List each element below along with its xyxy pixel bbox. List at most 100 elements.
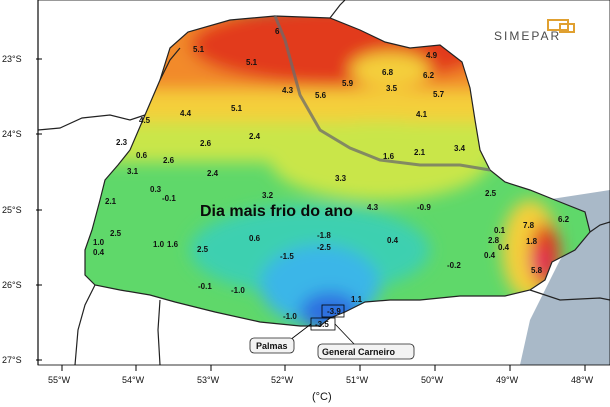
lat-label: 25°S xyxy=(2,205,22,215)
station-value: 0.6 xyxy=(136,151,148,160)
station-value: 3.4 xyxy=(454,144,466,153)
lat-label: 26°S xyxy=(2,280,22,290)
lon-label: 54°W xyxy=(122,375,145,385)
station-value: 3.1 xyxy=(127,167,139,176)
station-value: 5.9 xyxy=(342,79,354,88)
station-value: 1.8 xyxy=(526,237,538,246)
parana-border xyxy=(84,15,591,327)
station-value: -0.1 xyxy=(198,282,212,291)
border-sc-1 xyxy=(157,299,161,366)
station-value: 0.1 xyxy=(494,226,506,235)
station-value: -1.8 xyxy=(317,231,331,240)
station-value: 0.6 xyxy=(249,234,261,243)
station-value: 1.0 xyxy=(153,240,165,249)
station-value: 5.1 xyxy=(246,58,258,67)
station-value: -3.9 xyxy=(327,307,341,316)
station-value: -2.5 xyxy=(317,243,331,252)
station-value: 3.2 xyxy=(262,191,274,200)
station-value: 1.1 xyxy=(351,295,363,304)
station-value: 0.3 xyxy=(150,185,162,194)
station-value: -1.5 xyxy=(280,252,294,261)
station-value: 4.3 xyxy=(282,86,294,95)
lon-label: 50°W xyxy=(421,375,444,385)
coastal-magenta xyxy=(530,248,546,276)
yellow-pocket xyxy=(350,52,430,88)
station-value: 3.3 xyxy=(335,174,347,183)
station-value: 6.2 xyxy=(423,71,435,80)
station-value: 5.8 xyxy=(531,266,543,275)
border-sp-north xyxy=(329,0,346,19)
station-value: 4.9 xyxy=(426,51,438,60)
general-carneiro-marker xyxy=(321,304,345,318)
station-value: 2.6 xyxy=(200,139,212,148)
station-value: 0.4 xyxy=(484,251,496,260)
lon-label: 48°W xyxy=(571,375,594,385)
logo-mark-inner xyxy=(559,23,575,33)
station-value: 6.8 xyxy=(382,68,394,77)
station-values: 5.1 5.1 6 4.3 5.6 5.9 6.8 4.9 6.2 3.5 5.… xyxy=(93,27,570,329)
lon-label: 51°W xyxy=(346,375,369,385)
general-carneiro-label: General Carneiro xyxy=(322,347,396,357)
station-value: -3.5 xyxy=(315,320,329,329)
station-value: -1.0 xyxy=(283,312,297,321)
station-value: -1.0 xyxy=(231,286,245,295)
station-value: 1.0 xyxy=(93,238,105,247)
station-value: 6 xyxy=(275,27,280,36)
station-value: 2.5 xyxy=(110,229,122,238)
simepar-logo: SIMEPAR xyxy=(494,19,575,43)
station-value: 2.1 xyxy=(105,197,117,206)
palmas-label-box xyxy=(249,337,295,354)
station-value: -0.2 xyxy=(447,261,461,270)
map-frame xyxy=(37,0,610,366)
general-carneiro-leader xyxy=(334,323,356,346)
station-value: 5.1 xyxy=(193,45,205,54)
station-value: 4.5 xyxy=(139,116,151,125)
station-value: 2.4 xyxy=(207,169,219,178)
station-value: 5.1 xyxy=(231,104,243,113)
station-value: -0.1 xyxy=(162,194,176,203)
lon-label: 55°W xyxy=(48,375,71,385)
station-value: 4.1 xyxy=(416,110,428,119)
station-value: 0.4 xyxy=(387,236,399,245)
station-value: 2.6 xyxy=(163,156,175,165)
lon-label: 52°W xyxy=(271,375,294,385)
border-north xyxy=(159,47,181,81)
station-value: 7.8 xyxy=(523,221,535,230)
station-value: 6.2 xyxy=(558,215,570,224)
border-coast xyxy=(589,221,610,233)
station-value: 2.5 xyxy=(197,245,209,254)
border-sc-2 xyxy=(529,289,610,301)
station-value: 1.6 xyxy=(167,240,179,249)
station-value: 3.5 xyxy=(386,84,398,93)
station-value: 1.6 xyxy=(383,152,395,161)
station-value: 2.1 xyxy=(414,148,426,157)
station-value: 4.3 xyxy=(367,203,379,212)
palmas-leader xyxy=(289,323,312,341)
map-title: Dia mais frio do ano xyxy=(200,203,353,220)
station-value: 2.8 xyxy=(488,236,500,245)
lon-label: 49°W xyxy=(496,375,519,385)
logo-text: SIMEPAR xyxy=(494,29,561,43)
border-argentina xyxy=(74,284,96,366)
lon-axis: 55°W 54°W 53°W 52°W 51°W 50°W 49°W 48°W xyxy=(48,365,594,385)
station-value: 4.4 xyxy=(180,109,192,118)
station-value: -0.9 xyxy=(417,203,431,212)
unit-label: (°C) xyxy=(312,391,332,403)
general-carneiro-label-box xyxy=(317,343,415,360)
station-value: 2.3 xyxy=(116,138,128,147)
lat-label: 24°S xyxy=(2,129,22,139)
lat-label: 27°S xyxy=(2,355,22,365)
station-value: 5.7 xyxy=(433,90,445,99)
station-value: 5.6 xyxy=(315,91,327,100)
lon-label: 53°W xyxy=(197,375,220,385)
palmas-label: Palmas xyxy=(256,341,288,351)
border-ms xyxy=(37,114,146,131)
station-value: 2.4 xyxy=(249,132,261,141)
paranapanema-river xyxy=(273,15,491,172)
lat-axis: 23°S 24°S 25°S 26°S 27°S xyxy=(2,54,42,365)
lat-label: 23°S xyxy=(2,54,22,64)
station-value: 2.5 xyxy=(485,189,497,198)
station-value: 0.4 xyxy=(498,243,510,252)
station-value: 0.4 xyxy=(93,248,105,257)
